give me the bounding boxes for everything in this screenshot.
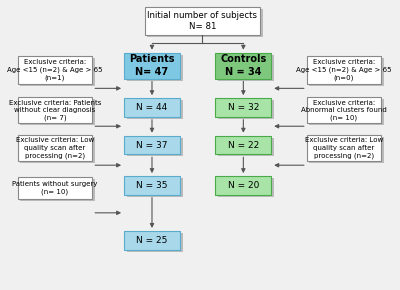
Text: Exclusive criteria:
Abnormal clusters found
(n= 10): Exclusive criteria: Abnormal clusters fo…	[301, 100, 387, 121]
Text: N = 32: N = 32	[228, 103, 259, 112]
Bar	[127, 55, 182, 81]
Text: N = 25: N = 25	[136, 236, 168, 245]
Bar	[218, 178, 274, 197]
Bar	[218, 100, 274, 119]
Text: Initial number of subjects
N= 81: Initial number of subjects N= 81	[147, 11, 257, 31]
Text: N = 44: N = 44	[136, 103, 168, 112]
Bar	[144, 7, 260, 35]
Bar	[307, 97, 381, 123]
Bar	[18, 97, 92, 123]
Bar	[127, 178, 182, 197]
Bar	[18, 56, 92, 84]
Bar	[218, 138, 274, 156]
Bar	[309, 137, 384, 163]
Bar	[307, 135, 381, 161]
Bar	[127, 138, 182, 156]
Bar	[309, 99, 384, 125]
Text: N = 20: N = 20	[228, 181, 259, 190]
Bar	[20, 137, 95, 163]
Text: Exclusive criteria: Low
quality scan after
processing (n=2): Exclusive criteria: Low quality scan aft…	[305, 137, 383, 159]
Text: N = 35: N = 35	[136, 181, 168, 190]
Bar	[18, 135, 92, 161]
Text: Exclusive criteria: Low
quality scan after
processing (n=2): Exclusive criteria: Low quality scan aft…	[16, 137, 94, 159]
Bar	[20, 58, 95, 86]
Text: Patients without surgery
(n= 10): Patients without surgery (n= 10)	[12, 181, 98, 195]
Bar	[309, 58, 384, 86]
Bar	[218, 55, 274, 81]
Text: N = 22: N = 22	[228, 140, 259, 150]
Bar	[124, 231, 180, 250]
Bar	[215, 98, 271, 117]
Bar	[20, 99, 95, 125]
Text: Exclusive criteria:
Age <15 (n=2) & Age > 65
(n=1): Exclusive criteria: Age <15 (n=2) & Age …	[7, 59, 103, 81]
Bar	[124, 136, 180, 154]
Bar	[18, 177, 92, 199]
Bar	[215, 53, 271, 79]
Text: Exclusive criteria: Patients
without clear diagnosis
(n= 7): Exclusive criteria: Patients without cle…	[9, 100, 101, 121]
Text: Controls
N = 34: Controls N = 34	[220, 55, 266, 77]
Bar	[307, 56, 381, 84]
Bar	[124, 53, 180, 79]
Bar	[215, 176, 271, 195]
Bar	[147, 9, 263, 37]
Bar	[20, 180, 95, 201]
Text: Patients
N= 47: Patients N= 47	[129, 55, 175, 77]
Bar	[127, 233, 182, 252]
Bar	[215, 136, 271, 154]
Bar	[124, 176, 180, 195]
Text: N = 37: N = 37	[136, 140, 168, 150]
Text: Exclusive criteria:
Age <15 (n=2) & Age > 65
(n=0): Exclusive criteria: Age <15 (n=2) & Age …	[296, 59, 392, 81]
Bar	[124, 98, 180, 117]
Bar	[127, 100, 182, 119]
